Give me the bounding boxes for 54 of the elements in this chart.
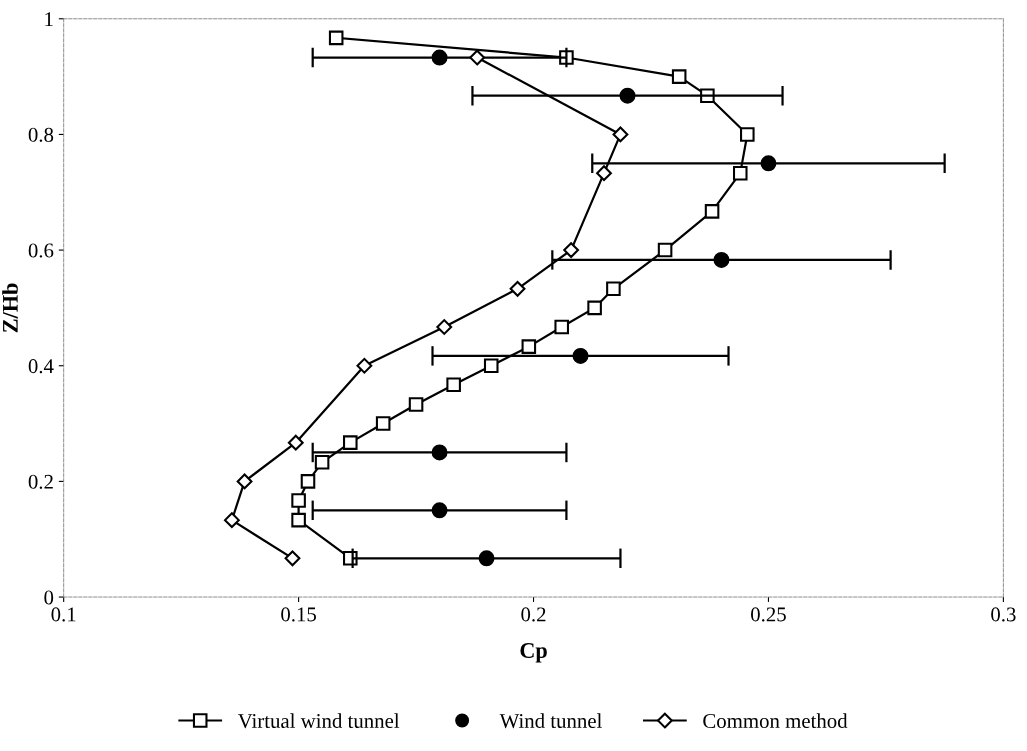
point: [291, 512, 306, 528]
point: [223, 512, 240, 529]
point: [704, 204, 720, 219]
point: [300, 474, 316, 489]
point: [612, 126, 629, 143]
point: [554, 319, 570, 335]
point: [314, 455, 330, 470]
point: [713, 251, 730, 268]
x-tick-label: 0.2: [521, 607, 546, 622]
x-tick-label: 0.25: [751, 607, 786, 622]
y-tick-label: 0.6: [28, 243, 54, 258]
point: [431, 49, 448, 66]
point: [375, 416, 391, 431]
point: [619, 87, 636, 104]
point: [596, 165, 612, 182]
point: [740, 127, 755, 142]
point: [509, 280, 526, 297]
point: [291, 493, 306, 508]
point: [483, 358, 499, 374]
point: [478, 550, 495, 567]
legend-label: Virtual wind tunnel: [237, 713, 400, 729]
point: [521, 339, 537, 354]
point: [657, 242, 673, 258]
point: [328, 30, 344, 46]
point: [671, 69, 687, 84]
point: [436, 319, 453, 335]
x-axis-title: Cp: [520, 643, 547, 663]
point: [606, 281, 621, 297]
y-tick-label: 0.4: [28, 359, 54, 374]
point: [236, 473, 253, 490]
y-tick-label: 0.2: [28, 474, 53, 489]
point: [446, 377, 461, 393]
point: [572, 347, 589, 364]
point: [431, 502, 448, 519]
point: [732, 165, 748, 181]
point: [563, 242, 580, 258]
point: [342, 435, 358, 450]
point: [287, 434, 304, 451]
y-axis-title: Z/Hb: [2, 283, 18, 333]
legend-label: Wind tunnel: [499, 713, 602, 729]
y-tick-label: 1: [45, 12, 53, 26]
y-tick-label: 0: [44, 590, 54, 605]
point: [469, 49, 486, 66]
point: [760, 155, 777, 172]
x-tick-label: 0.3: [991, 607, 1016, 622]
y-tick-label: 0.8: [28, 127, 54, 142]
point: [284, 550, 301, 567]
point: [587, 300, 602, 316]
x-tick-label: 0.1: [51, 607, 76, 622]
point: [431, 444, 448, 461]
x-tick-label: 0.15: [281, 607, 317, 622]
point: [356, 357, 373, 374]
legend-label: Common method: [703, 713, 848, 729]
point: [408, 397, 424, 412]
